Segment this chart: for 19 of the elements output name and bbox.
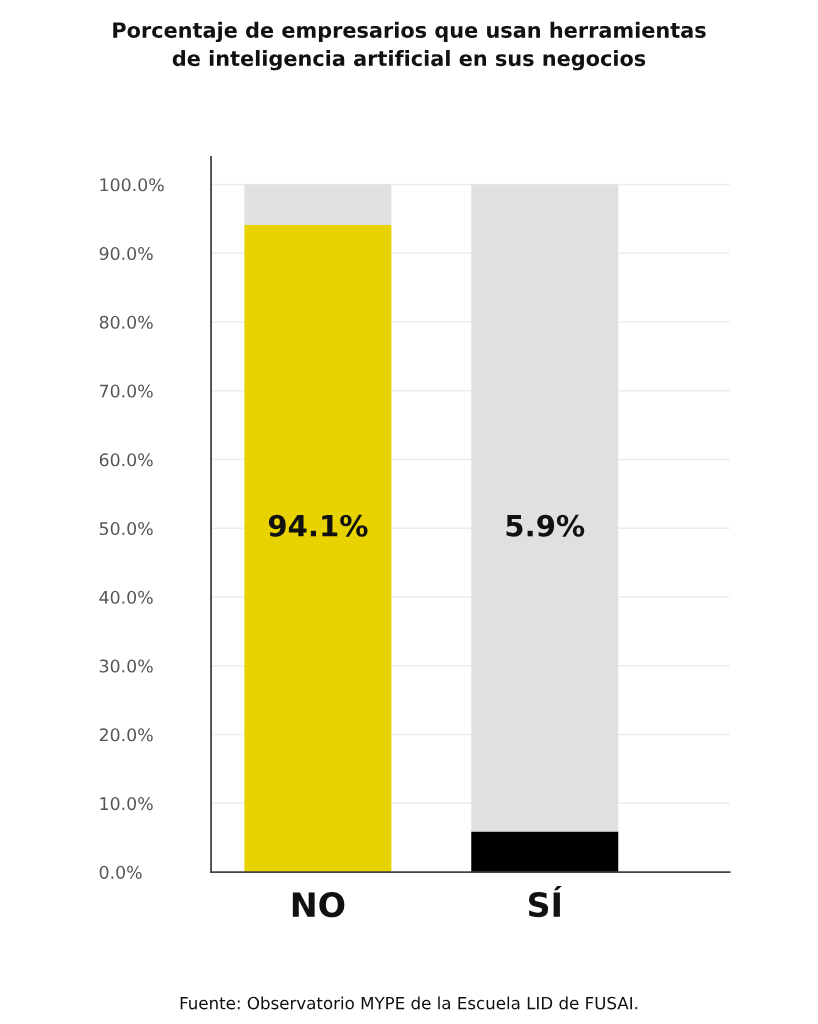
- y-tick-label: 80.0%: [99, 315, 153, 329]
- y-tick-label: 50.0%: [99, 521, 153, 536]
- y-tick-label: 70.0%: [99, 384, 153, 398]
- y-tick-label: 0.0%: [99, 865, 142, 879]
- bar: [471, 831, 619, 873]
- source-note: Fuente: Observatorio MYPE de la Escuela LID de FUSAI.: [180, 996, 638, 1010]
- y-tick-label: 100.0%: [100, 178, 164, 192]
- y-tick-label: 30.0%: [99, 659, 153, 673]
- annotation: 94.1%: [268, 514, 368, 537]
- y-tick-label: 20.0%: [99, 728, 153, 742]
- bar: [244, 225, 392, 873]
- y-tick-label: 40.0%: [99, 590, 153, 604]
- y-tick-label: 60.0%: [99, 453, 153, 467]
- x-tick-label: SÍ: [528, 885, 562, 918]
- y-tick-label: 10.0%: [100, 796, 153, 811]
- chart-title: Porcentaje de empresarios que usan herramientas de inteligencia artificial en sus negocios: [113, 21, 706, 71]
- x-tick-label: NO: [292, 892, 345, 918]
- annotation: 5.9%: [506, 514, 585, 537]
- y-tick-label: 90.0%: [99, 246, 153, 261]
